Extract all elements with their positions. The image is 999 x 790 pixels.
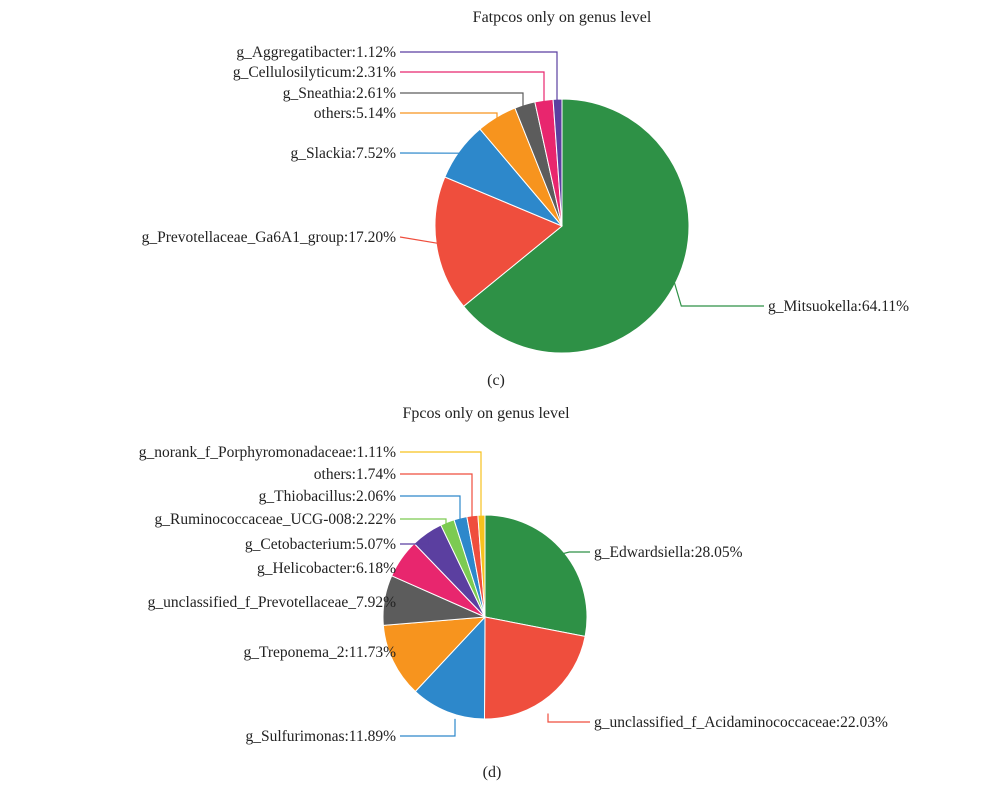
leader-line [547,713,590,723]
leader-line [400,71,545,105]
slice-label: g_Mitsuokella:64.11% [768,298,909,315]
leader-line [561,551,590,555]
slice-label: g_Slackia:7.52% [291,145,397,162]
slice-label: g_Helicobacter:6.18% [257,560,396,577]
chart-c-title: Fatpcos only on genus level [473,9,652,26]
slice-label: g_Cetobacterium:5.07% [245,536,396,553]
leader-line [400,473,473,519]
leader-line [400,112,498,121]
leader-line [399,236,441,245]
leader-line [400,518,447,526]
pie-slice [434,176,563,308]
slice-label: others:5.14% [314,105,396,122]
leader-line [387,599,401,603]
leader-line [400,495,461,521]
leader-line [399,560,405,569]
slice-label: g_Prevotellaceae_Ga6A1_group:17.20% [142,229,396,246]
slice-label: g_Edwardsiella:28.05% [594,544,743,561]
slice-label: g_norank_f_Porphyromonadaceae:1.11% [139,444,396,461]
chart-d-title: Fpcos only on genus level [402,405,570,422]
chart-d-panel-label: (d) [483,764,502,781]
pie-slice [414,615,486,720]
slice-label: g_Sulfurimonas:11.89% [245,728,396,745]
slice-label: g_Thiobacillus:2.06% [259,488,396,505]
pie-slice [462,98,690,354]
leader-line [400,92,524,109]
slice-label: g_Aggregatibacter:1.12% [236,44,396,61]
slice-label: g_Cellulosilyticum:2.31% [233,64,396,81]
leader-line [400,51,558,103]
slice-label: g_Sneathia:2.61% [283,85,396,102]
leader-line [400,451,482,519]
slice-label: g_unclassified_f_Prevotellaceae_7.92% [148,594,396,611]
pie-chart-d: g_Edwardsiella:28.05% g_unclassified_f_Ac… [139,444,888,745]
pie-slice [484,514,588,638]
slice-label: g_Ruminococcaceae_UCG-008:2.22% [155,511,397,528]
slice-label: g_Treponema_2:11.73% [243,644,396,661]
pie-slice [382,616,487,693]
leader-line [395,651,401,661]
leader-line [672,278,764,307]
leader-line [400,718,456,737]
leader-line [400,535,429,545]
pie-chart-c: g_Mitsuokella:64.11% g_Prevotellaceae_Ga6… [142,44,909,354]
slice-label: others:1.74% [314,466,396,483]
chart-c-panel-label: (c) [487,372,505,389]
pie-slice [483,616,586,720]
slice-label: g_unclassified_f_Acidaminococcaceae:22.0… [594,714,888,731]
